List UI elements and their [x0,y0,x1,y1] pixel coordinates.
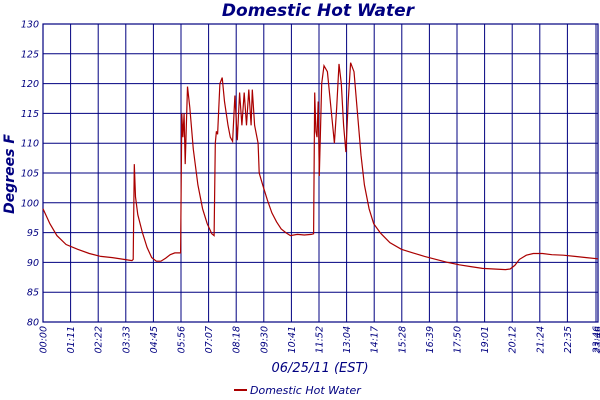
x-tick-label: 14:17 [370,326,381,353]
y-axis: 80 85 90 95 100 105 110 115 120 125 130 [21,20,39,329]
x-tick-label: 04:45 [149,326,160,353]
x-tick-label: 00:00 [39,326,50,353]
x-axis-label: 06/25/11 (EST) [271,361,368,376]
y-tick-label: 100 [21,198,39,209]
x-tick-label: 23:46 [594,326,600,353]
x-tick-label: 10:41 [287,326,298,353]
y-tick-label: 125 [21,49,39,60]
x-tick-label: 05:56 [177,326,188,353]
y-tick-label: 130 [21,20,39,31]
x-tick-label: 13:04 [342,326,353,353]
x-tick-label: 21:24 [535,326,546,353]
y-tick-label: 115 [21,109,39,120]
y-axis-label: Degrees F [2,134,18,214]
y-tick-label: 95 [27,228,39,239]
x-axis: 00:00 01:11 02:22 03:33 04:45 05:56 07:07 08:18… [39,326,600,353]
y-tick-label: 105 [21,169,39,180]
plot-border [42,23,599,323]
x-tick-label: 11:52 [315,326,326,353]
x-tick-label: 17:50 [453,326,464,353]
x-tick-label: 03:33 [121,326,132,353]
legend-label: Domestic Hot Water [250,384,362,397]
chart-title: Domestic Hot Water [222,1,416,21]
x-tick-label: 08:18 [232,326,243,353]
x-tick-label: 22:35 [563,326,574,353]
x-tick-label: 15:28 [397,326,408,353]
x-tick-label: 19:01 [480,326,491,353]
x-tick-label: 09:30 [259,326,270,353]
x-tick-label: 07:07 [204,326,215,353]
legend: Domestic Hot Water [234,384,362,397]
x-tick-label: 20:12 [508,326,519,353]
y-tick-label: 90 [27,258,39,269]
y-tick-label: 85 [27,288,39,299]
x-tick-label: 23:46 [592,326,600,353]
y-tick-label: 110 [21,139,39,150]
y-tick-label: 120 [21,79,39,90]
series-line [42,62,599,271]
grid [42,23,599,323]
x-tick-label: 02:22 [94,326,105,353]
y-tick-label: 80 [27,318,39,329]
x-tick-label: 16:39 [425,326,436,353]
x-tick-label: 01:11 [66,326,77,353]
